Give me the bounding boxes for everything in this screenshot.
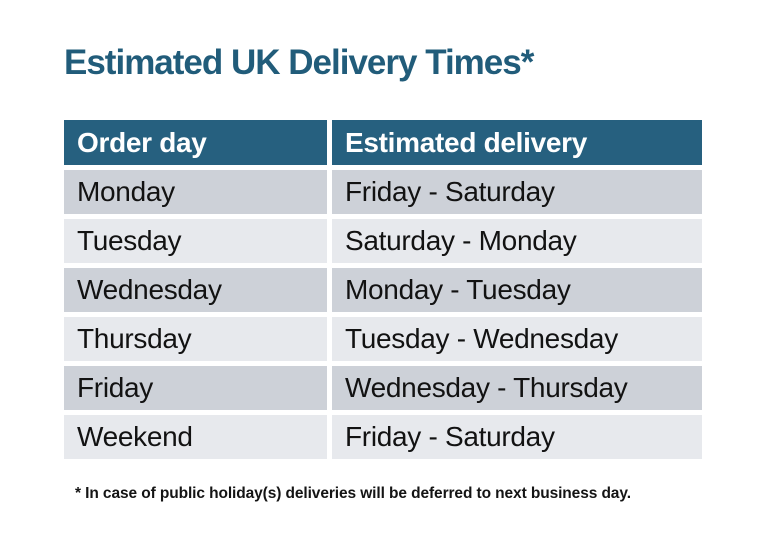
table-row: Weekend Friday - Saturday xyxy=(64,415,702,459)
cell-order-day: Wednesday xyxy=(64,268,327,312)
cell-estimated-delivery: Saturday - Monday xyxy=(332,219,702,263)
header-cell-estimated-delivery: Estimated delivery xyxy=(332,120,702,165)
header-cell-order-day: Order day xyxy=(64,120,327,165)
cell-estimated-delivery: Friday - Saturday xyxy=(332,415,702,459)
cell-order-day: Thursday xyxy=(64,317,327,361)
cell-order-day: Weekend xyxy=(64,415,327,459)
table-row: Wednesday Monday - Tuesday xyxy=(64,268,702,312)
cell-order-day: Friday xyxy=(64,366,327,410)
page-title: Estimated UK Delivery Times* xyxy=(64,43,534,82)
footnote: * In case of public holiday(s) deliverie… xyxy=(75,485,631,502)
delivery-times-table: Order day Estimated delivery Monday Frid… xyxy=(64,120,702,459)
table-row: Monday Friday - Saturday xyxy=(64,170,702,214)
table-row: Tuesday Saturday - Monday xyxy=(64,219,702,263)
cell-estimated-delivery: Monday - Tuesday xyxy=(332,268,702,312)
cell-estimated-delivery: Friday - Saturday xyxy=(332,170,702,214)
cell-estimated-delivery: Tuesday - Wednesday xyxy=(332,317,702,361)
cell-order-day: Tuesday xyxy=(64,219,327,263)
table-header-row: Order day Estimated delivery xyxy=(64,120,702,165)
cell-estimated-delivery: Wednesday - Thursday xyxy=(332,366,702,410)
table-row: Friday Wednesday - Thursday xyxy=(64,366,702,410)
cell-order-day: Monday xyxy=(64,170,327,214)
table-row: Thursday Tuesday - Wednesday xyxy=(64,317,702,361)
